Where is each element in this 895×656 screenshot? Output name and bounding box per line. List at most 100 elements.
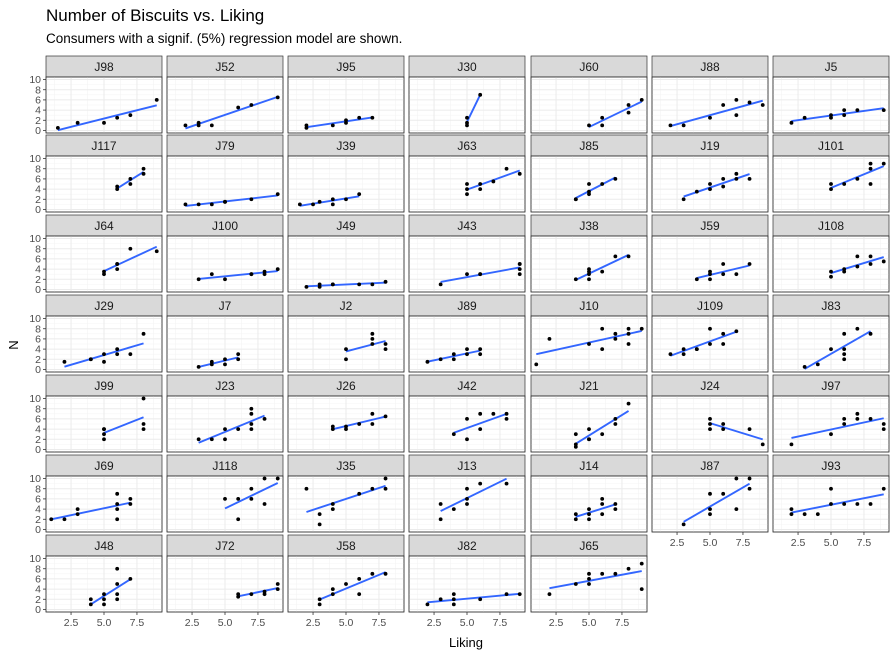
facet-label: J69: [94, 459, 114, 473]
data-point: [196, 277, 201, 282]
data-point: [868, 331, 873, 336]
panel-border: [408, 155, 526, 213]
y-tick-label: 4: [35, 264, 41, 276]
y-tick-label: 6: [35, 95, 41, 107]
facet-label: J88: [700, 60, 720, 74]
y-tick-label: 2: [35, 514, 41, 526]
data-point: [721, 491, 726, 496]
data-point: [102, 359, 106, 364]
data-point: [491, 179, 496, 184]
data-point: [668, 123, 673, 128]
data-point: [262, 592, 267, 597]
data-point: [855, 411, 860, 416]
facet-panel-J23: J23: [166, 374, 284, 453]
y-tick-label: 2: [35, 354, 41, 366]
facet-label: J58: [336, 539, 356, 553]
data-point: [154, 249, 159, 254]
facet-panel-J118: J118: [166, 454, 284, 533]
data-point: [115, 566, 120, 571]
data-point: [881, 427, 886, 431]
data-point: [357, 491, 362, 496]
facet-panel-J13: J13: [408, 454, 526, 533]
y-tick-label: 8: [35, 243, 41, 255]
facet-panel-J79: J79: [166, 134, 284, 213]
data-point: [209, 272, 214, 277]
data-point: [102, 269, 106, 274]
data-point: [708, 326, 712, 331]
data-point: [383, 347, 388, 351]
data-point: [236, 497, 241, 501]
facet-label: J5: [825, 60, 838, 74]
data-point: [721, 262, 726, 266]
data-point: [88, 602, 93, 607]
y-tick-label: 10: [29, 313, 41, 325]
data-point: [721, 427, 726, 431]
x-axis-title: Liking: [449, 635, 483, 650]
data-point: [491, 411, 496, 416]
data-point: [681, 197, 686, 202]
data-point: [249, 197, 254, 202]
regression-line: [683, 482, 751, 523]
data-point: [141, 422, 146, 426]
facet-panel-J10: J10: [530, 294, 648, 373]
data-point: [639, 326, 644, 331]
data-point: [344, 357, 348, 362]
x-tick-label: 5.0: [339, 617, 354, 629]
data-point: [49, 517, 54, 522]
data-point: [478, 272, 483, 277]
y-tick-label: 0: [35, 364, 41, 376]
data-point: [317, 512, 322, 517]
x-tick-label: 5.0: [703, 537, 718, 549]
y-tick-label: 0: [35, 125, 41, 137]
panel-border: [287, 315, 405, 373]
facet-label: J108: [818, 219, 844, 233]
y-tick-label: 2: [35, 194, 41, 206]
regression-line: [427, 349, 481, 363]
panel-border: [530, 155, 648, 213]
data-point: [141, 396, 146, 401]
y-tick-label: 10: [29, 233, 41, 245]
data-point: [626, 342, 631, 346]
data-point: [249, 103, 254, 107]
x-tick-label: 5.0: [218, 617, 233, 629]
data-point: [708, 422, 712, 426]
data-point: [275, 95, 280, 100]
facet-label: J109: [697, 299, 723, 313]
facet-panel-J97: J97: [772, 374, 890, 453]
panel-border: [45, 235, 163, 293]
data-point: [102, 352, 106, 357]
data-point: [868, 182, 873, 186]
y-tick-label: 8: [35, 163, 41, 175]
regression-line: [670, 99, 763, 127]
data-point: [600, 512, 605, 517]
y-tick-label: 10: [29, 473, 41, 485]
data-point: [344, 582, 348, 586]
data-point: [708, 491, 712, 496]
regression-line: [198, 414, 265, 444]
data-point: [75, 512, 80, 517]
data-point: [451, 507, 456, 511]
data-point: [517, 592, 522, 597]
facet-panel-J52: J52: [166, 55, 284, 134]
data-point: [802, 365, 807, 369]
data-point: [600, 347, 605, 351]
x-tick-label: 2.5: [791, 537, 806, 549]
data-point: [317, 602, 322, 607]
data-point: [115, 267, 120, 271]
data-point: [330, 197, 335, 202]
data-point: [249, 406, 254, 411]
data-point: [881, 422, 886, 426]
data-point: [855, 177, 860, 181]
regression-line: [345, 340, 386, 353]
y-tick-label: 6: [35, 494, 41, 506]
facet-label: J14: [579, 459, 599, 473]
data-point: [842, 417, 847, 421]
data-point: [344, 118, 348, 123]
data-point: [383, 279, 388, 284]
x-tick-label: 7.5: [857, 537, 872, 549]
data-point: [370, 422, 375, 426]
data-point: [357, 192, 362, 197]
data-point: [587, 427, 591, 431]
x-tick-label: 2.5: [549, 617, 564, 629]
